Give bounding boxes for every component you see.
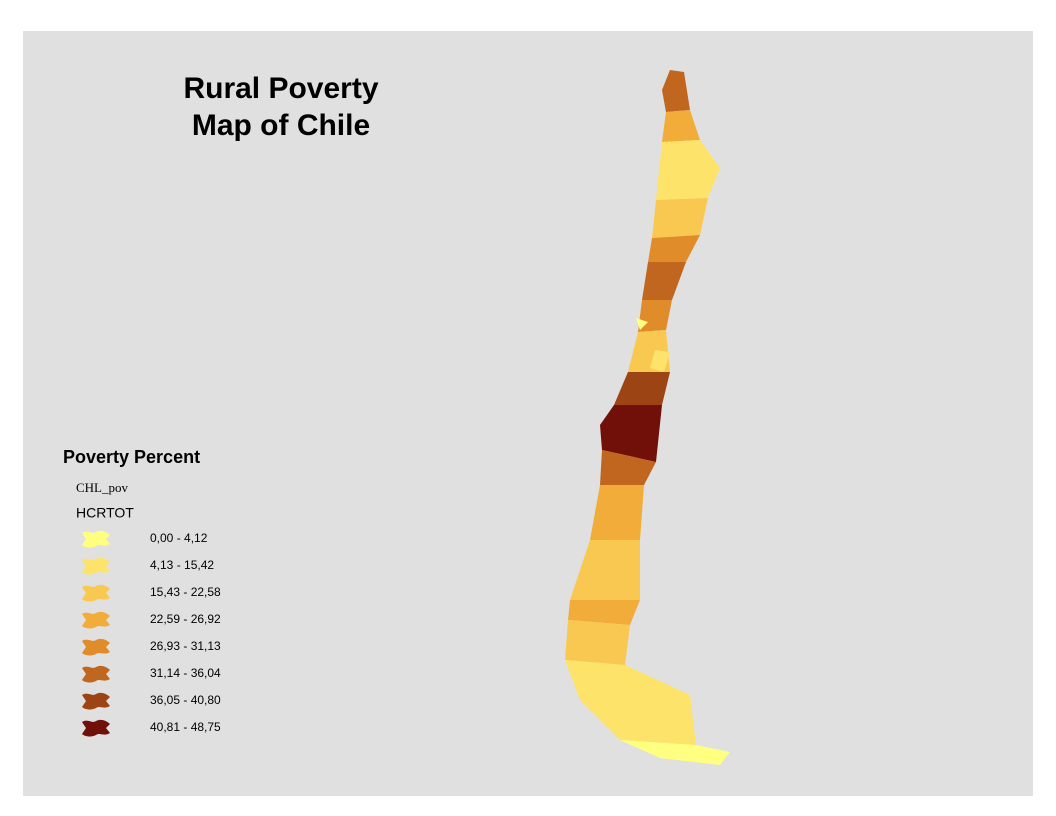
- legend-layer: CHL_pov: [76, 480, 129, 495]
- legend-label: 36,05 - 40,80: [150, 693, 221, 707]
- legend-swatch: [82, 638, 110, 656]
- legend-title: Poverty Percent: [63, 447, 200, 467]
- legend-label: 22,59 - 26,92: [150, 612, 221, 626]
- chile-map: [565, 70, 730, 765]
- map-title: Map of Chile: [192, 109, 370, 142]
- legend-label: 40,81 - 48,75: [150, 720, 221, 734]
- legend-label: 31,14 - 36,04: [150, 666, 221, 680]
- legend-swatch: [82, 557, 110, 575]
- legend-label: 15,43 - 22,58: [150, 585, 221, 599]
- legend-field: HCRTOT: [76, 505, 134, 521]
- legend-swatch: [82, 530, 110, 548]
- legend-swatch: [82, 719, 110, 737]
- map-frame: [23, 31, 1033, 796]
- legend-label: 0,00 - 4,12: [150, 531, 208, 545]
- legend-swatch: [82, 692, 110, 710]
- legend-swatch: [82, 665, 110, 683]
- legend: 0,00 - 4,12 4,13 - 15,42 15,43 - 22,58 22,5…: [82, 530, 221, 737]
- legend-swatch: [82, 611, 110, 629]
- legend-label: 26,93 - 31,13: [150, 639, 221, 653]
- legend-label: 4,13 - 15,42: [150, 558, 214, 572]
- legend-swatch: [82, 584, 110, 602]
- map-title: Rural Poverty: [183, 72, 378, 105]
